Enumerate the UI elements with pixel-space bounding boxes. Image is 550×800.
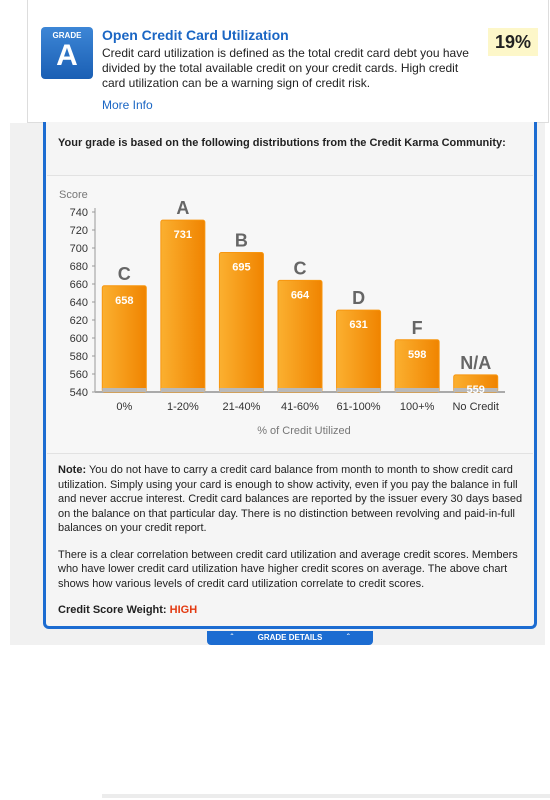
- y-tick-label: 700: [70, 243, 88, 255]
- y-axis-label: Score: [59, 189, 88, 201]
- y-tick-label: 720: [70, 225, 88, 237]
- description: Credit card utilization is defined as th…: [102, 46, 469, 90]
- bar-base: [102, 388, 147, 392]
- more-info-link[interactable]: More Info: [102, 98, 153, 112]
- x-tick-label: No Credit: [452, 401, 498, 413]
- x-tick-label: 61-100%: [337, 401, 381, 413]
- x-tick-label: 100+%: [400, 401, 435, 413]
- value-label: 658: [115, 295, 133, 307]
- bar: [160, 219, 206, 393]
- value-label: 559: [467, 384, 485, 396]
- value-label: 631: [349, 319, 367, 331]
- grade-letter: C: [118, 264, 131, 284]
- value-label: 731: [174, 229, 192, 241]
- grade-letter: A: [176, 198, 189, 218]
- bar-base: [336, 388, 381, 392]
- x-tick-label: 21-40%: [222, 401, 260, 413]
- note: You do not have to carry a credit card b…: [58, 464, 523, 534]
- bar-base: [160, 388, 205, 392]
- chart: Score % of Credit Utilized 540 560 580 600 6…: [59, 189, 505, 437]
- x-tick-label: 1-20%: [167, 401, 199, 413]
- x-tick-label: 41-60%: [281, 401, 319, 413]
- grade: A: [56, 39, 78, 72]
- bar-base: [219, 388, 264, 392]
- y-tick-label: 660: [70, 279, 88, 291]
- y-tick-label: 560: [70, 369, 88, 381]
- value-label: 598: [408, 349, 426, 361]
- y-tick-label: 600: [70, 333, 88, 345]
- weight: HIGH: [169, 604, 198, 616]
- weight-label: Credit Score Weight:: [58, 604, 167, 616]
- grade-letter: C: [294, 258, 307, 278]
- paragraph: There is a clear correlation between cre…: [58, 548, 518, 590]
- y-tick-label: 580: [70, 351, 88, 363]
- value-label: 695: [232, 262, 250, 274]
- bar-base: [278, 388, 322, 392]
- y-tick-label: 680: [70, 261, 88, 273]
- grade-letter: B: [235, 231, 248, 251]
- notes: Note: You do not have to carry a credit …: [58, 463, 528, 630]
- grade-details-tab[interactable]: ˆ GRADE DETAILS ˆ: [207, 631, 373, 645]
- value-label: 664: [291, 289, 310, 301]
- card: [27, 0, 549, 123]
- grade-label: GRADE: [52, 31, 82, 40]
- y-tick-label: 640: [70, 297, 88, 309]
- y-tick-label: 540: [70, 387, 88, 399]
- note-label: Note:: [58, 464, 87, 476]
- bar: [394, 339, 440, 393]
- grade-letter: D: [352, 288, 365, 308]
- y-tick-label: 740: [70, 207, 88, 219]
- grade-letter: N/A: [460, 353, 491, 373]
- x-axis-label: % of Credit Utilized: [257, 425, 351, 437]
- tab-label[interactable]: GRADE DETAILS: [257, 633, 323, 642]
- bar-base: [453, 388, 498, 392]
- value: 19%: [488, 28, 538, 56]
- intro: Your grade is based on the following dis…: [58, 137, 506, 149]
- grade-letter: F: [412, 318, 423, 338]
- title: Open Credit Card Utilization: [102, 27, 289, 43]
- grade-badge: GRADE A: [41, 27, 93, 79]
- bar-base: [395, 388, 440, 392]
- x-tick-label: 0%: [116, 401, 132, 413]
- footer-bar: [102, 794, 550, 798]
- y-tick-label: 620: [70, 315, 88, 327]
